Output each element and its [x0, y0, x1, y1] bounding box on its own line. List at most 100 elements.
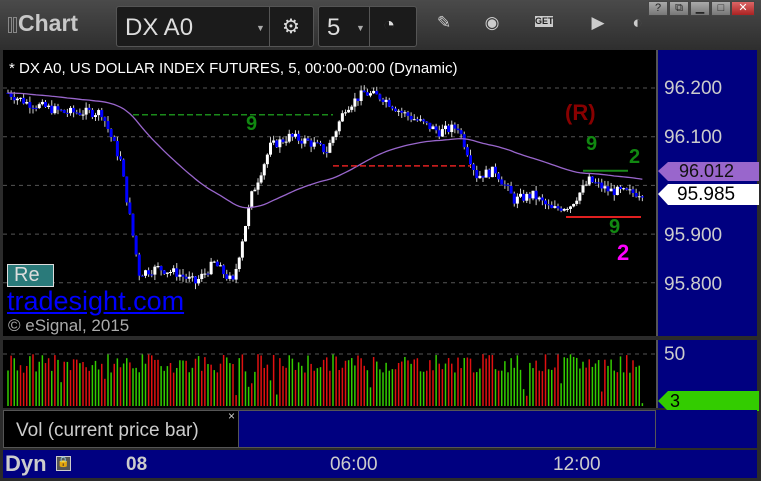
- candle: [484, 169, 488, 178]
- interval-clock-button[interactable]: ◔: [369, 6, 417, 47]
- candle: [109, 129, 113, 138]
- candle: [190, 276, 194, 278]
- play-icon[interactable]: ▶: [591, 13, 605, 32]
- candle: [469, 155, 472, 165]
- candle: [197, 279, 201, 284]
- get-icon[interactable]: GET: [535, 16, 554, 27]
- chevron-down-icon[interactable]: ▼: [256, 23, 265, 33]
- candle: [169, 272, 172, 274]
- candle: [528, 193, 532, 199]
- candle: [97, 110, 101, 116]
- candle: [553, 206, 557, 208]
- candle: [153, 266, 157, 275]
- candle: [122, 159, 126, 177]
- interval-input[interactable]: 5 ▼: [318, 6, 370, 47]
- candle: [259, 175, 263, 183]
- chart-style-icon[interactable]: ◉: [484, 13, 500, 32]
- candle: [175, 268, 179, 277]
- candle: [584, 184, 588, 186]
- candle: [597, 182, 601, 184]
- close-legend-button[interactable]: ×: [228, 409, 236, 423]
- pencil-icon[interactable]: ✎: [436, 13, 452, 32]
- candle: [378, 94, 382, 100]
- r-annotation: (R): [565, 100, 596, 125]
- candle: [134, 235, 138, 255]
- candle: [262, 164, 266, 176]
- candle: [478, 175, 482, 179]
- lock-icon[interactable]: 🔒: [56, 456, 71, 471]
- candle: [65, 112, 69, 114]
- gear-icon: ⚙: [282, 16, 300, 38]
- candle: [600, 182, 604, 189]
- candle: [625, 188, 629, 190]
- candle: [631, 189, 635, 193]
- candle: [315, 142, 319, 144]
- candle: [637, 196, 641, 198]
- candle: [362, 90, 366, 93]
- volume-chart[interactable]: [3, 340, 656, 408]
- ma-price-marker: 96.012: [668, 162, 759, 181]
- copyright: © eSignal, 2015: [8, 316, 130, 335]
- candle: [147, 270, 151, 275]
- candle: [103, 117, 107, 122]
- price-chart[interactable]: (R) 9 9 9 2 2 * DX A0, US DOLLAR INDEX FUTURE…: [3, 50, 656, 336]
- help-label: ?: [654, 2, 662, 14]
- candle: [265, 154, 269, 165]
- candle: [194, 276, 197, 284]
- candle: [22, 97, 26, 104]
- candle: [359, 90, 363, 101]
- volume-marker-arrow: [658, 391, 668, 411]
- candle: [297, 133, 301, 141]
- title-bar: Chart DX A0 ▼ ⚙ 5 ▼ ◔ ✎ ◉ GET ▶ ◐ ? ⧉ ▁ □ …: [0, 0, 761, 50]
- candle: [575, 200, 579, 204]
- candle: [425, 121, 429, 123]
- close-button[interactable]: ✕: [731, 1, 755, 16]
- candle: [412, 119, 416, 121]
- candle: [509, 185, 513, 194]
- candle: [337, 121, 341, 132]
- candle: [415, 119, 419, 121]
- candle: [475, 169, 479, 179]
- candle: [75, 112, 79, 114]
- candle: [275, 140, 279, 148]
- candle: [19, 97, 22, 99]
- symbol-settings-button[interactable]: ⚙: [269, 6, 314, 47]
- candle: [231, 275, 235, 280]
- candle: [203, 273, 207, 275]
- symbol-input[interactable]: DX A0 ▼: [116, 6, 270, 47]
- candle: [222, 265, 226, 275]
- candle: [44, 101, 47, 108]
- candle: [62, 110, 66, 113]
- dynamic-mode-label[interactable]: Dyn: [5, 451, 47, 476]
- chevron-down-icon[interactable]: ▼: [356, 23, 365, 33]
- more-icon[interactable]: ◐: [632, 13, 643, 32]
- candle: [281, 139, 285, 143]
- candle: [540, 197, 544, 201]
- restore-down-button[interactable]: ⧉: [669, 1, 689, 16]
- candle: [569, 206, 572, 209]
- candle: [137, 254, 141, 276]
- candle: [381, 99, 385, 103]
- time-tick: 08: [126, 454, 148, 475]
- candle: [578, 192, 582, 201]
- candle: [237, 257, 241, 269]
- candle: [294, 133, 297, 137]
- maximize-button[interactable]: □: [711, 1, 731, 16]
- price-axis[interactable]: 96.200 96.100 95.900 95.800 96.012 95.98…: [656, 50, 759, 336]
- candle: [562, 209, 566, 211]
- candle: [115, 140, 119, 157]
- candle: [15, 98, 19, 101]
- candle: [547, 204, 551, 206]
- candle: [622, 188, 626, 190]
- help-button[interactable]: ?: [648, 1, 668, 16]
- candle: [519, 193, 522, 197]
- minimize-button[interactable]: ▁: [690, 1, 710, 16]
- candle: [212, 261, 216, 263]
- candle: [34, 107, 38, 109]
- candle: [634, 192, 638, 197]
- candle: [619, 186, 622, 190]
- price-tick: 96.100: [664, 127, 723, 148]
- candle: [187, 276, 191, 279]
- time-axis[interactable]: Dyn 🔒 08 06:00 12:00: [3, 450, 757, 478]
- candle: [53, 106, 57, 114]
